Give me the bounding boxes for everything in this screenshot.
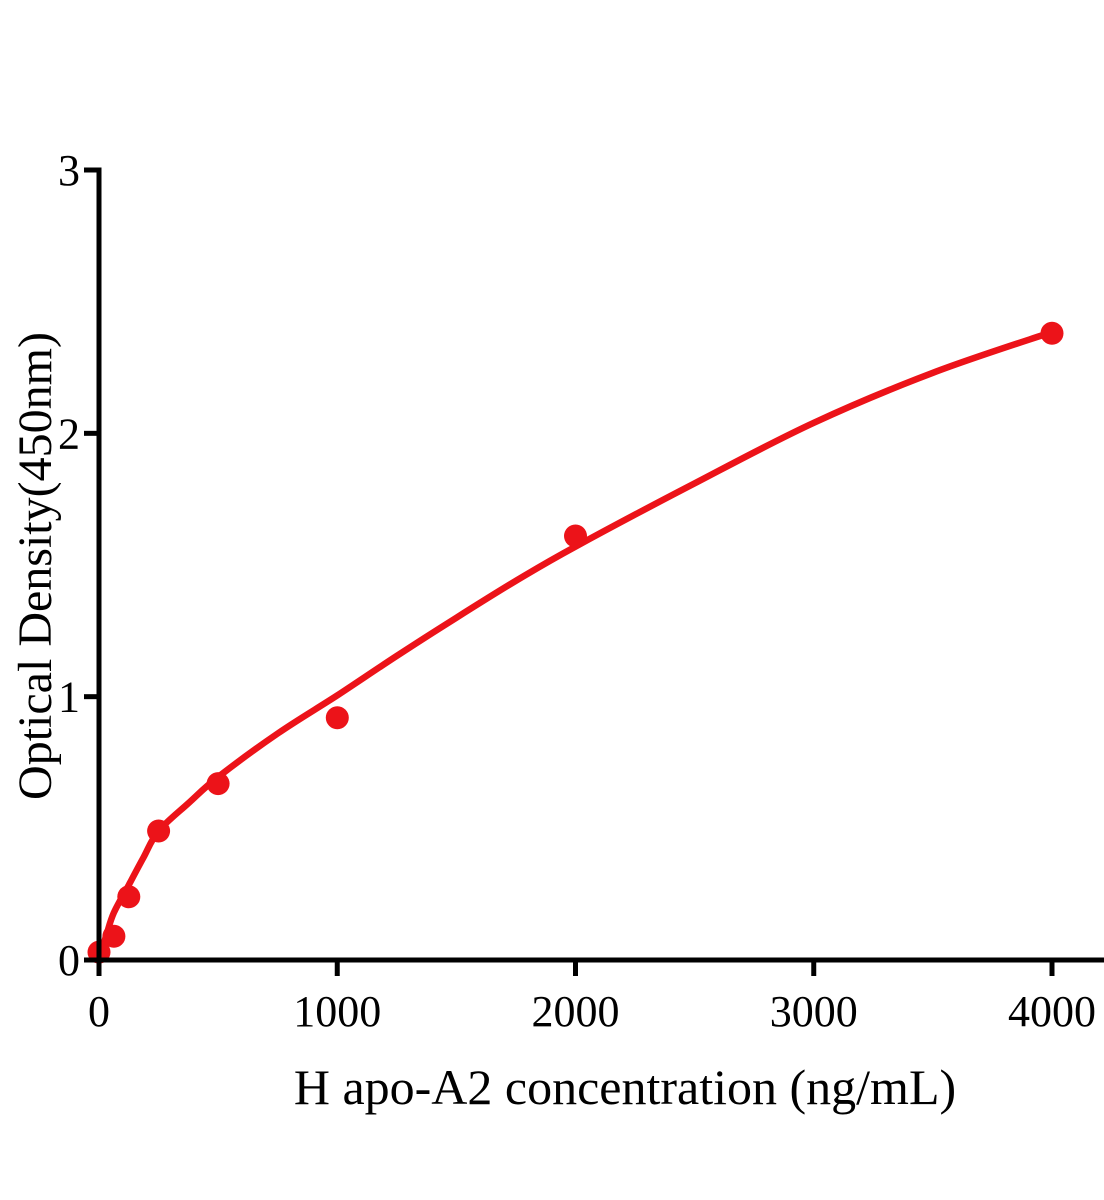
data-point bbox=[117, 885, 141, 909]
data-point bbox=[564, 524, 587, 548]
data-point bbox=[206, 772, 230, 796]
x-tick-label: 4000 bbox=[1008, 987, 1096, 1036]
y-tick-label: 1 bbox=[58, 673, 80, 722]
x-axis-title: H apo-A2 concentration (ng/mL) bbox=[293, 1059, 957, 1115]
axes-layer bbox=[84, 167, 1104, 976]
y-axis-title: Optical Density(450nm) bbox=[9, 332, 62, 800]
data-points-layer bbox=[87, 321, 1064, 964]
fit-curve bbox=[95, 328, 1056, 964]
y-tick-label: 2 bbox=[58, 409, 80, 458]
data-point bbox=[147, 819, 171, 843]
x-tick-label: 3000 bbox=[770, 987, 858, 1036]
y-tick-label: 3 bbox=[58, 146, 80, 195]
x-tick-label: 2000 bbox=[532, 987, 620, 1036]
x-tick-label: 1000 bbox=[293, 987, 381, 1036]
data-point bbox=[102, 924, 126, 948]
data-point bbox=[325, 706, 349, 730]
fit-curve-layer bbox=[95, 328, 1056, 964]
data-point bbox=[1040, 321, 1064, 345]
tick-labels-layer: 0 1 2 3 0 1000 2000 3000 4000 bbox=[58, 146, 1096, 1036]
x-tick-label: 0 bbox=[88, 987, 110, 1036]
y-tick-label: 0 bbox=[58, 936, 80, 985]
